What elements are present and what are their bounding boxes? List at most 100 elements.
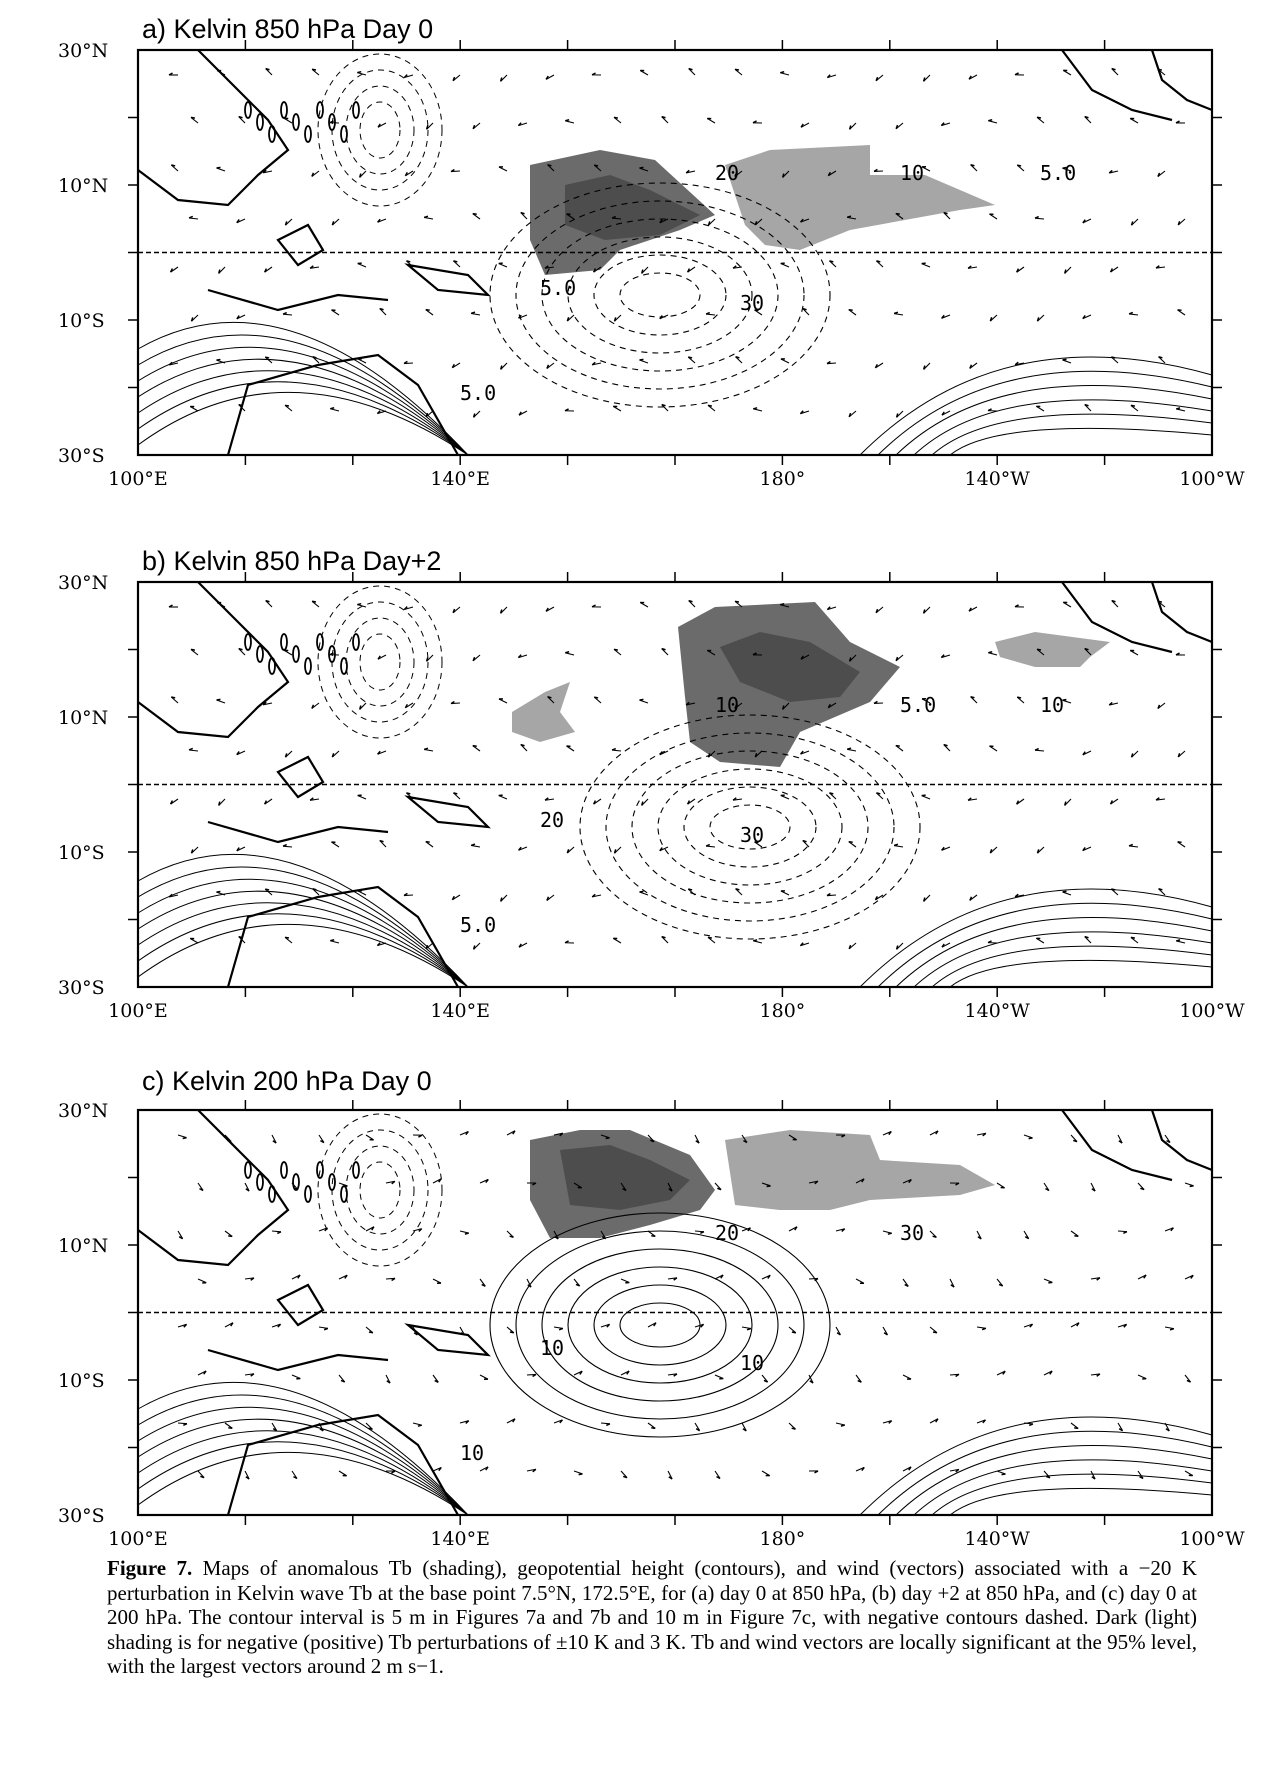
wind-vector-head — [453, 260, 458, 263]
lat-label: 30°N — [58, 1100, 108, 1122]
island — [316, 101, 324, 119]
wind-vector-head — [893, 843, 899, 847]
wind-vector-head — [262, 701, 267, 706]
wind-vector-head — [829, 792, 834, 795]
lon-label: 100°W — [1179, 1000, 1245, 1022]
wind-vector-head — [661, 403, 666, 407]
wind-vector-head — [190, 849, 194, 854]
wind-vector-head — [873, 700, 878, 705]
wind-vector-head — [464, 1232, 469, 1235]
coastline — [137, 1109, 290, 1267]
wind-vector-head — [970, 695, 975, 699]
wind-vector-head — [1014, 604, 1019, 608]
height-contour — [137, 1406, 469, 1516]
height-contour — [913, 931, 1213, 988]
height-contour — [489, 182, 831, 408]
wind-vector-head — [1128, 311, 1134, 315]
contour-label: 20 — [540, 808, 564, 832]
height-contour — [515, 1230, 805, 1420]
wind-vector-head — [1176, 939, 1181, 942]
lon-label: 180° — [760, 468, 806, 490]
wind-vector-head — [1016, 800, 1020, 805]
wind-vector-head — [178, 1236, 184, 1240]
wind-vector-head — [1130, 753, 1134, 758]
wind-vector-head — [579, 1370, 583, 1375]
height-contour — [657, 768, 843, 886]
wind-vector-head — [935, 1418, 939, 1423]
lon-label: 100°E — [108, 468, 168, 490]
height-contour — [579, 714, 921, 940]
wind-vector-head — [841, 1134, 846, 1138]
wind-vector-head — [245, 1476, 250, 1480]
wind-vector-head — [613, 648, 619, 651]
island — [256, 1173, 264, 1191]
wind-vector-head — [509, 1331, 515, 1334]
wind-vector-head — [613, 317, 617, 322]
wind-vector-head — [1036, 116, 1042, 119]
lon-label: 140°E — [430, 1528, 490, 1550]
wind-vector-head — [425, 840, 430, 843]
wind-vector-head — [1175, 652, 1180, 656]
coastline — [1061, 1109, 1173, 1182]
height-contour — [137, 924, 469, 988]
contour-label: 5.0 — [900, 693, 936, 717]
wind-vector-head — [1076, 1322, 1080, 1327]
island — [328, 645, 336, 663]
height-contour — [567, 236, 753, 354]
wind-vector-head — [329, 120, 334, 124]
lat-label: 30°S — [58, 1505, 105, 1527]
wind-vector-head — [1028, 1423, 1034, 1427]
coastline — [1150, 49, 1213, 112]
wind-vector-head — [686, 268, 691, 273]
wind-vector-head — [472, 656, 476, 662]
wind-vector-head — [319, 1428, 324, 1432]
coastline — [207, 1348, 389, 1372]
wind-vector-head — [578, 1473, 583, 1476]
coastline — [226, 885, 459, 988]
lat-label: 10°N — [58, 707, 108, 729]
contour-label: 5.0 — [1040, 161, 1076, 185]
light-shading — [512, 682, 575, 742]
wind-vector-head — [216, 166, 221, 169]
wind-vector-head — [734, 68, 740, 71]
wind-vector-head — [753, 407, 758, 410]
coastline — [1061, 49, 1173, 122]
height-contour — [137, 334, 469, 456]
coastline — [404, 263, 491, 297]
wind-vector-head — [472, 212, 477, 215]
wind-vector-head — [840, 1424, 845, 1427]
contour-label: 20 — [715, 161, 739, 185]
wind-vector-head — [470, 843, 476, 847]
wind-vector-head — [453, 792, 458, 795]
wind-vector-head — [707, 404, 713, 407]
wind-vector-head — [472, 124, 476, 130]
height-contour — [137, 878, 469, 988]
wind-vector-head — [263, 800, 268, 805]
wind-vector-head — [887, 1232, 892, 1235]
wind-vector-head — [547, 695, 552, 699]
wind-vector-head — [418, 1228, 423, 1232]
wind-vector-head — [932, 1235, 937, 1239]
height-contour — [137, 346, 469, 456]
wind-vector-head — [309, 797, 314, 801]
wind-vector-head — [1128, 843, 1134, 847]
wind-vector-head — [323, 1327, 329, 1331]
wind-vector-head — [451, 363, 455, 369]
wind-vector-head — [895, 744, 900, 747]
wind-vector-head — [826, 892, 831, 897]
wind-vector-head — [330, 407, 335, 410]
wind-vector-head — [1155, 265, 1160, 269]
wind-vector-head — [1111, 356, 1116, 359]
wind-vector-head — [575, 1283, 580, 1287]
height-contour — [137, 866, 469, 988]
coastline — [276, 223, 325, 267]
wind-vector-head — [230, 1322, 234, 1327]
wind-vector-head — [1096, 1373, 1101, 1377]
wind-vector-head — [685, 169, 690, 174]
wind-vector-head — [742, 1428, 747, 1432]
wind-vector-head — [829, 260, 834, 263]
wind-vector-head — [841, 1228, 846, 1233]
wind-vector-head — [874, 363, 879, 369]
height-contour — [605, 732, 895, 922]
wind-vector-head — [1016, 268, 1020, 273]
